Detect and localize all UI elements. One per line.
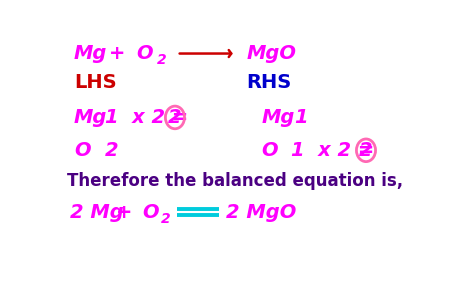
Text: 2: 2 <box>156 53 166 67</box>
Text: O: O <box>74 141 91 160</box>
Text: O: O <box>137 44 153 63</box>
Text: O: O <box>142 203 158 222</box>
Text: +: + <box>109 44 125 63</box>
Text: Mg: Mg <box>74 44 107 63</box>
Text: 2: 2 <box>161 212 171 226</box>
Text: Mg: Mg <box>74 108 107 127</box>
Text: Mg: Mg <box>261 108 295 127</box>
Text: 1  x 2 =: 1 x 2 = <box>291 141 374 160</box>
Text: 2: 2 <box>105 141 119 160</box>
Text: +: + <box>116 203 133 222</box>
Text: LHS: LHS <box>74 73 117 92</box>
Text: 2: 2 <box>168 108 182 127</box>
Text: 2 Mg: 2 Mg <box>70 203 124 222</box>
Text: MgO: MgO <box>246 44 297 63</box>
Text: RHS: RHS <box>246 73 292 92</box>
Text: 2: 2 <box>359 141 373 160</box>
Text: Therefore the balanced equation is,: Therefore the balanced equation is, <box>66 172 403 190</box>
Text: 1  x 2 =: 1 x 2 = <box>105 108 189 127</box>
Text: 1: 1 <box>294 108 308 127</box>
Text: 2 MgO: 2 MgO <box>227 203 297 222</box>
Text: O: O <box>261 141 278 160</box>
